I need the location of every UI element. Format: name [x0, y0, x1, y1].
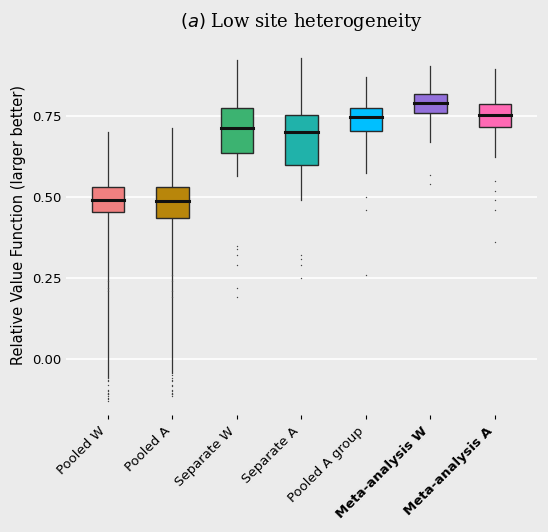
Bar: [92, 187, 124, 212]
Bar: [286, 115, 318, 165]
Bar: [350, 108, 382, 131]
Bar: [156, 187, 189, 218]
Bar: [221, 108, 253, 154]
Y-axis label: Relative Value Function (larger better): Relative Value Function (larger better): [11, 86, 26, 365]
Bar: [414, 94, 447, 113]
Title: $(a)$ Low site heterogeneity: $(a)$ Low site heterogeneity: [180, 11, 423, 33]
Bar: [479, 104, 511, 127]
